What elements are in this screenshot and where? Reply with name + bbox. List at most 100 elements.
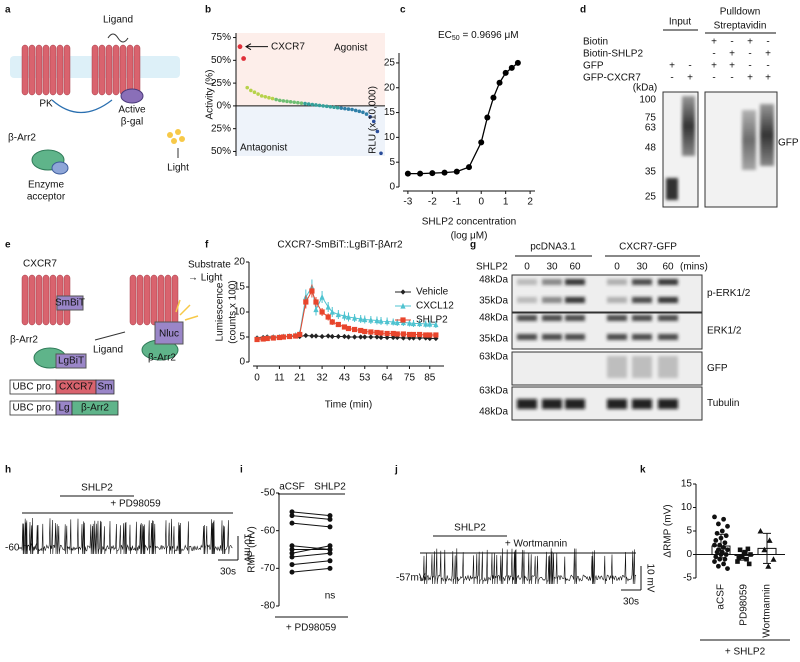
point bbox=[390, 334, 396, 341]
point bbox=[718, 552, 724, 557]
curve bbox=[407, 62, 519, 175]
diagram-a bbox=[10, 33, 185, 175]
point bbox=[263, 94, 268, 99]
point bbox=[289, 547, 295, 552]
label: Streptavidin bbox=[714, 21, 767, 32]
band bbox=[760, 104, 774, 166]
point bbox=[364, 112, 369, 116]
point bbox=[327, 543, 333, 549]
point bbox=[406, 319, 413, 326]
annotation: Agonist bbox=[334, 43, 368, 54]
y-tick-label: -80 bbox=[261, 601, 276, 612]
point bbox=[744, 556, 749, 562]
pair-line bbox=[291, 515, 331, 520]
band bbox=[517, 279, 537, 285]
x-tick-label: 64 bbox=[382, 373, 394, 384]
label: + Wortmannin bbox=[505, 539, 567, 550]
point bbox=[737, 547, 743, 553]
marker-label: 48kDa bbox=[479, 275, 508, 286]
pair-line bbox=[291, 560, 331, 566]
point bbox=[358, 315, 364, 322]
sign: - bbox=[748, 61, 751, 72]
annotation: ns bbox=[325, 591, 336, 602]
point bbox=[327, 516, 333, 522]
band bbox=[607, 399, 627, 409]
axis-label: Time (min) bbox=[325, 400, 372, 411]
point bbox=[741, 551, 747, 556]
point bbox=[319, 333, 325, 340]
point bbox=[281, 99, 286, 103]
band bbox=[607, 356, 627, 378]
antagonist-region bbox=[236, 105, 385, 156]
pair-line bbox=[291, 545, 331, 550]
y-tick-label: 10 bbox=[681, 502, 693, 513]
point bbox=[270, 335, 276, 341]
annotation: CXCR7 bbox=[271, 41, 305, 52]
row-label: GFP-CXCR7 bbox=[583, 73, 641, 84]
point bbox=[249, 88, 253, 93]
point bbox=[718, 535, 724, 541]
point bbox=[368, 316, 374, 323]
point bbox=[289, 513, 295, 519]
point bbox=[722, 540, 728, 546]
annotation-part: EC bbox=[438, 30, 452, 41]
point bbox=[335, 333, 341, 340]
marker-label: 48 bbox=[645, 143, 657, 154]
y-tick-label: 5 bbox=[389, 157, 395, 168]
band bbox=[517, 334, 537, 340]
label: (mins) bbox=[680, 262, 708, 273]
marker-label: 63 bbox=[645, 123, 657, 134]
point bbox=[406, 331, 413, 338]
band bbox=[632, 399, 652, 409]
point bbox=[313, 306, 319, 313]
category-label: PD98059 bbox=[739, 584, 750, 626]
label: Enzyme bbox=[28, 180, 65, 191]
point bbox=[327, 513, 333, 519]
band bbox=[632, 334, 652, 340]
band bbox=[542, 315, 562, 321]
point bbox=[335, 311, 341, 318]
sign: - bbox=[730, 37, 733, 48]
annotation-part: = 0.9696 μM bbox=[460, 30, 519, 41]
band bbox=[565, 279, 585, 285]
agonist-region bbox=[236, 33, 385, 106]
axis-label: SHLP2 concentration bbox=[422, 217, 517, 228]
y-tick-label: 0% bbox=[217, 101, 232, 112]
x-tick-label: 85 bbox=[424, 373, 436, 384]
panel-letter: k bbox=[640, 465, 646, 476]
point bbox=[735, 559, 740, 564]
marker-label: 63kDa bbox=[479, 386, 508, 397]
label: Light bbox=[167, 163, 189, 174]
row-label: Biotin-SHLP2 bbox=[583, 49, 643, 60]
label: 10 mV bbox=[644, 564, 655, 593]
y-tick-label: 25% bbox=[211, 78, 231, 89]
point bbox=[285, 99, 289, 104]
point bbox=[325, 303, 331, 310]
marker-label: 35kDa bbox=[479, 334, 508, 345]
point bbox=[353, 108, 358, 113]
band-label: ERK1/2 bbox=[707, 326, 742, 337]
point bbox=[289, 554, 295, 560]
point bbox=[378, 334, 384, 341]
point bbox=[310, 102, 315, 107]
point bbox=[289, 520, 295, 526]
label: Active bbox=[118, 105, 146, 116]
label: β-Arr2 bbox=[148, 353, 176, 364]
point bbox=[329, 319, 335, 325]
time-label: 60 bbox=[662, 262, 674, 273]
band bbox=[658, 279, 678, 285]
point bbox=[410, 320, 417, 327]
panel-letter: h bbox=[5, 465, 11, 476]
label: Ligand bbox=[93, 345, 123, 356]
label: CXCR7-GFP bbox=[619, 242, 677, 253]
label: Ligand bbox=[103, 15, 133, 26]
y-tick-label: -60 bbox=[261, 525, 276, 536]
point bbox=[400, 289, 406, 295]
axis-label: Activity (%) bbox=[205, 70, 216, 120]
label: (kDa) bbox=[633, 83, 657, 94]
panel-letter: j bbox=[394, 465, 398, 476]
sign: - bbox=[730, 73, 733, 84]
point bbox=[514, 59, 521, 66]
point bbox=[339, 106, 344, 110]
panel-letter: g bbox=[470, 240, 476, 251]
